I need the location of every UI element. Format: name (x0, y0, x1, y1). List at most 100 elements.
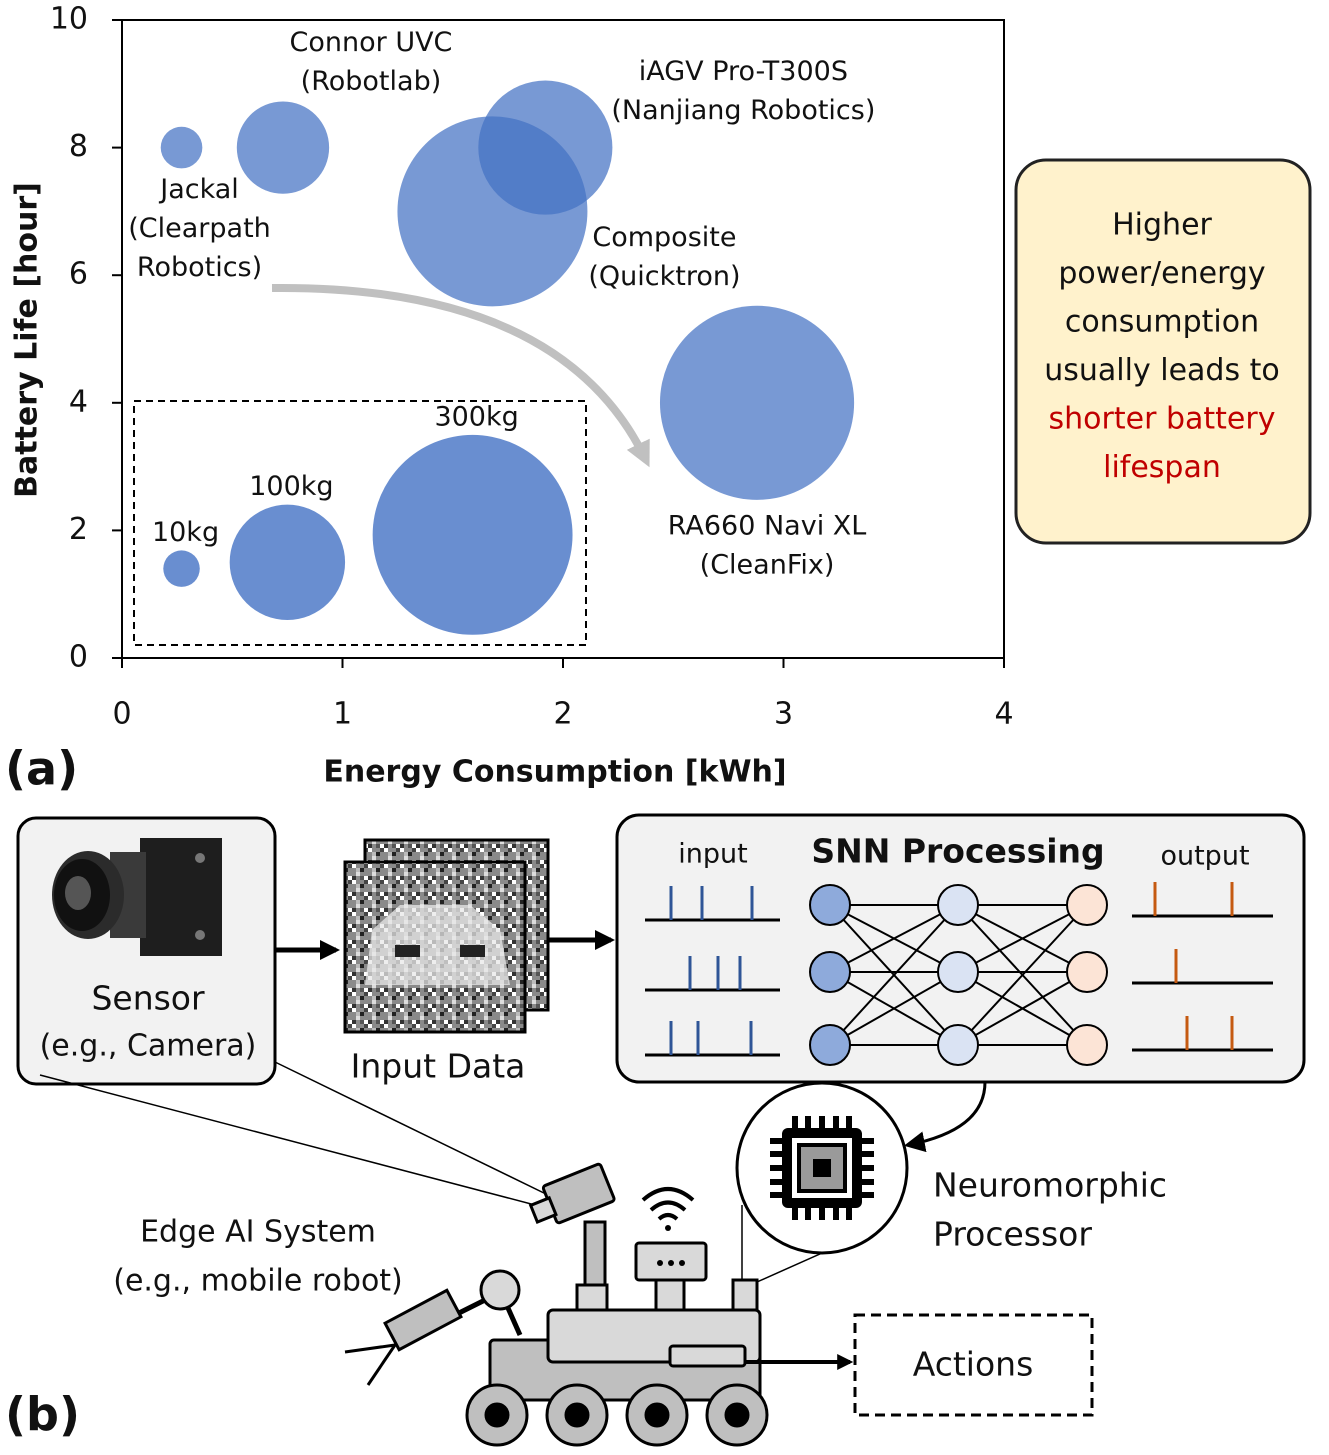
system-label: Edge AI System (140, 1215, 376, 1250)
annotation-highlight: lifespan (1103, 450, 1221, 485)
processor-label: Processor (933, 1215, 1092, 1254)
annotation-box (1014, 158, 1312, 545)
point-label: (Robotlab) (301, 66, 442, 97)
bubble (236, 101, 330, 194)
sensor-title: Sensor (91, 979, 205, 1018)
bubble (478, 80, 613, 215)
point-label: (CleanFix) (700, 549, 835, 580)
synapse (829, 971, 959, 1046)
y-axis-label: Battery Life [hour] (10, 182, 45, 498)
chip-pin (846, 1208, 852, 1220)
chip-pin (770, 1192, 782, 1198)
snn-network (645, 882, 1273, 1066)
y-tick-label: 6 (69, 257, 88, 292)
neuron (937, 951, 979, 993)
y-tick-label: 10 (50, 2, 88, 37)
panel-label: (a) (5, 742, 78, 796)
chip-pin (770, 1138, 782, 1144)
callout-line (39, 1074, 536, 1206)
neuron (809, 1024, 851, 1066)
bubble (160, 126, 203, 169)
synapse (957, 904, 1088, 973)
x-axis-label: Energy Consumption [kWh] (323, 755, 786, 790)
synapse (957, 904, 1088, 1046)
robot (344, 1162, 769, 1447)
actions-label: Actions (913, 1345, 1034, 1384)
chip-pin (862, 1151, 874, 1157)
annotation-highlight: shorter battery (1049, 402, 1276, 437)
chip-pin (819, 1116, 825, 1128)
neuron (1066, 951, 1108, 993)
chip-pin (819, 1208, 825, 1220)
y-tick-label: 2 (69, 512, 88, 547)
chip-pin (833, 1116, 839, 1128)
chip-pin (792, 1116, 798, 1128)
snn-input-label: input (678, 839, 747, 870)
chip-pin (846, 1116, 852, 1128)
neuron (1066, 884, 1108, 926)
bubble (659, 305, 855, 500)
chip-pin (805, 1116, 811, 1128)
size-legend-label: 10kg (152, 517, 219, 548)
wifi-icon (641, 1187, 695, 1231)
annotation: Higher power/energy consumption usually lea… (1044, 208, 1280, 486)
bubble-chart (112, 19, 1005, 668)
system-subtitle: (e.g., mobile robot) (113, 1264, 403, 1299)
size-legend-bubble (229, 504, 346, 620)
annotation-line: usually leads to (1044, 353, 1280, 388)
x-tick-label: 1 (333, 697, 352, 732)
processor-label: Neuromorphic (933, 1166, 1167, 1205)
point-label: Robotics) (137, 252, 262, 283)
diagram: Sensor (e.g., Camera) Input Data input S… (5, 813, 1306, 1447)
size-legend-bubble (372, 434, 573, 635)
annotation-line: Higher (1112, 208, 1212, 243)
point-label: iAGV Pro-T300S (639, 56, 848, 87)
size-legend-bubble (163, 550, 200, 587)
annotation-line: consumption (1065, 305, 1259, 340)
chip-pin (792, 1208, 798, 1220)
y-tick-label: 0 (69, 640, 88, 675)
actions-box (853, 1313, 1094, 1417)
x-tick-label: 2 (553, 697, 572, 732)
synapse (829, 904, 959, 1046)
screen-dots (657, 1260, 685, 1266)
point-label: RA660 Navi XL (668, 510, 867, 541)
synapse (957, 971, 1088, 1046)
synapse (829, 904, 959, 973)
y-tick-label: 4 (69, 384, 88, 419)
x-tick-label: 3 (774, 697, 793, 732)
chip-pin (770, 1179, 782, 1185)
trend-arrow (271, 283, 650, 468)
chip-pin (862, 1138, 874, 1144)
point-label: Composite (592, 222, 736, 253)
callout-line (274, 1061, 549, 1196)
input-data-label: Input Data (351, 1047, 526, 1086)
camera-image (52, 838, 222, 956)
point-label: (Quicktron) (588, 261, 740, 292)
x-tick-label: 4 (994, 697, 1013, 732)
chip-pin (805, 1208, 811, 1220)
point-label: (Clearpath (128, 213, 271, 244)
point-label: (Nanjiang Robotics) (611, 95, 875, 126)
chip-pin (833, 1208, 839, 1220)
neuron (809, 951, 851, 993)
point-label: Jackal (158, 174, 239, 205)
chip-pin (862, 1179, 874, 1185)
snn-title: SNN Processing (811, 832, 1104, 871)
car-silhouette (365, 905, 510, 985)
snn-box (615, 813, 1306, 1084)
neuron (937, 1024, 979, 1066)
neuron (809, 884, 851, 926)
point-label: Connor UVC (290, 27, 453, 58)
arrow (903, 1081, 987, 1153)
neuron (1066, 1024, 1108, 1066)
chip-pin (770, 1165, 782, 1171)
annotation-line: power/energy (1058, 256, 1265, 291)
size-legend-label: 100kg (249, 471, 333, 502)
snn-output-label: output (1160, 841, 1249, 872)
size-legend-label: 300kg (434, 401, 518, 432)
x-tick-label: 0 (112, 697, 131, 732)
y-tick-label: 8 (69, 129, 88, 164)
chip-icon (770, 1116, 874, 1220)
